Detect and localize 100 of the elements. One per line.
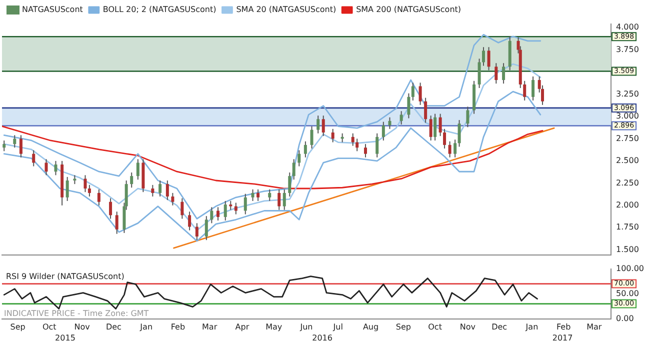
x-tick-label: Nov [460, 322, 476, 332]
x-tick-label: Feb [170, 322, 186, 332]
y-tick-label: 4.000 [616, 22, 639, 32]
y-tick-label: 50.00 [616, 288, 639, 298]
candlestick [88, 184, 91, 198]
y-tick-label: 1.750 [616, 222, 639, 232]
y-tick-label: 2.500 [616, 156, 639, 166]
candlestick [210, 206, 214, 224]
candlestick [268, 188, 272, 202]
candlestick [532, 76, 535, 101]
x-tick-label: Sep [10, 322, 26, 332]
chart-title: RSI 9 Wilder (NATGASUScont) [6, 272, 124, 281]
candlestick [478, 58, 481, 89]
candlestick [115, 211, 118, 234]
y-tick-label: 3.000 [616, 112, 639, 121]
y-tick-label: 2.000 [616, 200, 639, 210]
candlestick [251, 188, 254, 202]
candlestick [19, 134, 22, 158]
candlestick [298, 150, 301, 167]
x-tick-label: Oct [428, 322, 442, 332]
candlestick [322, 115, 325, 137]
candlestick [288, 172, 292, 198]
candlestick [487, 46, 490, 71]
candlestick [278, 188, 281, 210]
legend-label: BOLL 20; 2 (NATGASUScont) [102, 5, 216, 14]
candlestick [458, 120, 461, 148]
candlestick [411, 82, 414, 101]
candlestick [316, 115, 320, 134]
y-tick-label: 2.250 [616, 178, 639, 188]
candlestick [32, 150, 36, 167]
candlestick [244, 193, 247, 215]
candlestick [466, 106, 470, 128]
candlestick [66, 176, 69, 202]
candlestick [282, 188, 286, 210]
candlestick [195, 222, 198, 241]
candlestick [54, 160, 58, 176]
legend-label: SMA 20 (NATGASUScont) [236, 5, 336, 14]
x-tick-label: Mar [202, 322, 218, 332]
candlestick [388, 116, 392, 130]
y-tick-label: 2.750 [616, 134, 639, 143]
candlestick [494, 62, 498, 84]
x-tick-label: Oct [42, 322, 56, 332]
candlestick [171, 192, 174, 206]
candlestick [166, 180, 169, 201]
candlestick [424, 97, 428, 124]
candlestick [151, 184, 154, 198]
x-tick-label: Apr [235, 322, 250, 332]
annotation: INDICATIVE PRICE - Time Zone: GMT [4, 308, 149, 318]
candlestick [438, 113, 442, 137]
x-tick-label: Nov [74, 322, 90, 332]
legend-label: SMA 200 (NATGASUScont) [356, 5, 462, 14]
candlestick [376, 132, 379, 158]
x-tick-label: Dec [492, 322, 508, 332]
candlestick [130, 172, 134, 188]
x-tick-label: Feb [556, 322, 571, 332]
candlestick [502, 62, 506, 84]
candlestick [44, 158, 48, 176]
y-tick-label: 1.500 [616, 244, 639, 254]
candlestick [434, 113, 437, 141]
candlestick [331, 128, 334, 143]
candlestick [292, 158, 296, 180]
x-tick-label: Jan [139, 322, 153, 332]
x-tick-label: May [266, 322, 282, 332]
candlestick [356, 138, 359, 152]
candlestick [13, 134, 16, 148]
legend-label: NATGASUScont [22, 5, 83, 14]
candlestick [400, 110, 403, 125]
candlestick [407, 92, 410, 119]
candlestick [482, 46, 486, 66]
candlestick [188, 211, 192, 231]
candlestick [454, 139, 457, 158]
candlestick [109, 198, 112, 220]
x2-tick-label: 2017 [552, 333, 573, 342]
candlestick [2, 140, 6, 152]
candlestick [304, 140, 307, 158]
candlestick [448, 140, 452, 158]
candlestick [429, 115, 432, 141]
x-tick-label: Mar [586, 322, 602, 332]
x-tick-label: Dec [106, 322, 122, 332]
candlestick [216, 206, 220, 222]
candlestick [84, 174, 87, 193]
y-tick-label: 0.00 [616, 314, 634, 323]
candlestick [364, 144, 368, 158]
candlestick [136, 158, 140, 180]
x-tick-label: Jul [332, 322, 343, 332]
x-tick-label: Jan [524, 322, 538, 332]
x-tick-label: Aug [362, 322, 379, 332]
candlestick [418, 82, 422, 106]
y-tick-label: 3.750 [616, 44, 639, 54]
x-tick-label: Jun [299, 322, 313, 332]
candlestick [234, 202, 238, 215]
candlestick [256, 188, 260, 202]
candlestick [351, 132, 354, 146]
candlestick [310, 126, 314, 149]
candlestick [443, 128, 446, 149]
candlestick [382, 121, 385, 141]
y-tick-label: 100.00 [616, 264, 644, 273]
y-tick-label: 3.250 [616, 89, 639, 98]
candlestick [180, 198, 184, 220]
candlestick [204, 216, 208, 241]
